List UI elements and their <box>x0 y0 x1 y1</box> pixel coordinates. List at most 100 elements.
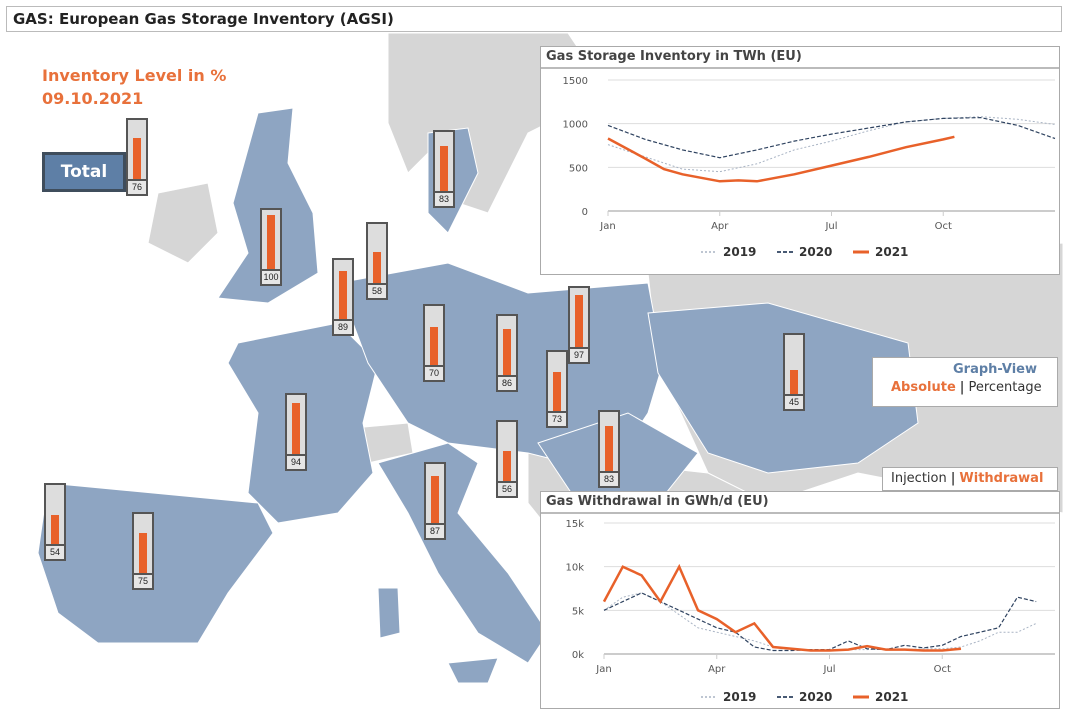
graph-view-switch: Graph-View Absolute | Percentage <box>872 357 1058 407</box>
inventory-chart-panel: Gas Storage Inventory in TWh (EU) 0 500 10… <box>540 46 1060 275</box>
uk-shape <box>217 107 319 304</box>
y-tick-label: 500 <box>569 163 588 174</box>
europe-map: Inventory Level in % 09.10.2021 Total 76… <box>8 32 1064 709</box>
legend-label-2019: 2019 <box>723 690 756 704</box>
iberia-shape <box>37 482 274 644</box>
gauge-ukraine[interactable]: 45 <box>783 333 805 411</box>
gauge-netherlands[interactable]: 58 <box>366 222 388 300</box>
injection-toggle[interactable]: Injection <box>891 471 947 486</box>
gauge-poland[interactable]: 97 <box>568 286 590 364</box>
gauge-portugal[interactable]: 54 <box>44 483 66 561</box>
gauge-fill <box>575 294 583 347</box>
ireland-shape <box>147 182 219 264</box>
gauge-track <box>267 215 275 269</box>
total-button[interactable]: Total <box>42 152 126 192</box>
y-tick-label: 0k <box>572 650 584 661</box>
x-tick-label: Jan <box>599 221 615 232</box>
series-line-2019 <box>607 116 1056 173</box>
y-tick-label: 1500 <box>563 76 588 87</box>
inventory-chart-title: Gas Storage Inventory in TWh (EU) <box>541 47 1059 69</box>
gauge-italy[interactable]: 87 <box>424 462 446 540</box>
gauge-total[interactable]: 76 <box>126 118 148 196</box>
y-tick-label: 5k <box>572 606 584 617</box>
withdrawal-chart: 0k 5k 10k 15k Jan Apr Jul Oct 2019 2020 2021 <box>565 519 1055 704</box>
gauge-value: 86 <box>496 375 518 392</box>
flow-switch: Injection | Withdrawal <box>882 467 1058 491</box>
gauge-track <box>139 519 147 573</box>
gauge-value: 45 <box>783 394 805 411</box>
italy-shape <box>377 442 549 664</box>
gauge-fill <box>267 215 275 269</box>
gauge-value: 89 <box>332 319 354 336</box>
gauge-slovakia[interactable]: 73 <box>546 350 568 428</box>
gauge-fill <box>339 270 347 319</box>
title-bar: GAS: European Gas Storage Inventory (AGS… <box>6 6 1062 32</box>
gauge-fill <box>373 251 381 283</box>
page-title: GAS: European Gas Storage Inventory (AGS… <box>13 10 394 28</box>
withdrawal-chart-panel: Gas Withdrawal in GWh/d (EU) 0k 5k 10k 15k J… <box>540 491 1060 709</box>
gauge-czechia[interactable]: 86 <box>496 314 518 392</box>
legend-label-2020: 2020 <box>799 245 832 259</box>
x-tick-label: Apr <box>711 221 729 232</box>
gauge-value: 56 <box>496 481 518 498</box>
withdrawal-toggle[interactable]: Withdrawal <box>959 471 1044 486</box>
x-tick-label: Jan <box>595 664 611 675</box>
gauge-track <box>553 357 561 411</box>
gauge-hungary-romania[interactable]: 83 <box>598 410 620 488</box>
gauge-germany[interactable]: 70 <box>423 304 445 382</box>
gauge-track <box>339 265 347 319</box>
gauge-value: 83 <box>433 191 455 208</box>
gauge-track <box>605 417 613 471</box>
legend-label-2021: 2021 <box>875 690 908 704</box>
series-line-2021 <box>607 135 955 183</box>
gauge-uk[interactable]: 100 <box>260 208 282 286</box>
series-line-2021 <box>602 563 962 652</box>
map-shapes <box>37 32 1064 684</box>
gauge-value: 70 <box>423 365 445 382</box>
x-tick-label: Oct <box>935 221 952 232</box>
x-tick-label: Jul <box>822 664 835 675</box>
gauge-france[interactable]: 94 <box>285 393 307 471</box>
gauge-denmark[interactable]: 83 <box>433 130 455 208</box>
gauge-value: 100 <box>260 269 282 286</box>
separator: | <box>950 471 956 486</box>
gauge-spain[interactable]: 75 <box>132 512 154 590</box>
gauge-track <box>430 311 438 365</box>
x-tick-label: Apr <box>708 664 726 675</box>
gauge-value: 97 <box>568 347 590 364</box>
gauge-fill <box>503 328 511 375</box>
y-tick-label: 15k <box>565 519 584 530</box>
graph-view-label: Graph-View <box>953 362 1037 377</box>
gauge-fill <box>133 137 141 179</box>
series-line-2020 <box>607 116 1056 159</box>
inventory-heading: Inventory Level in % <box>42 66 227 85</box>
gauge-value: 83 <box>598 471 620 488</box>
gauge-value: 87 <box>424 523 446 540</box>
gauge-track <box>503 321 511 375</box>
legend-label-2019: 2019 <box>723 245 756 259</box>
date-label: 09.10.2021 <box>42 89 144 108</box>
percentage-toggle[interactable]: Percentage <box>968 380 1042 395</box>
y-tick-label: 10k <box>565 563 584 574</box>
gauge-value: 94 <box>285 454 307 471</box>
gauge-belgium[interactable]: 89 <box>332 258 354 336</box>
absolute-toggle[interactable]: Absolute <box>891 380 956 395</box>
gauge-croatia[interactable]: 56 <box>496 420 518 498</box>
gauge-track <box>373 229 381 283</box>
legend-label-2020: 2020 <box>799 690 832 704</box>
gauge-fill <box>51 514 59 544</box>
gauge-track <box>292 400 300 454</box>
y-tick-label: 0 <box>582 207 588 218</box>
series-line-2019 <box>603 592 1037 651</box>
gauge-fill <box>503 450 511 481</box>
gauge-track <box>440 137 448 191</box>
series-line-2020 <box>603 592 1037 652</box>
gauge-fill <box>440 146 448 191</box>
gauge-fill <box>790 369 798 394</box>
gauge-fill <box>430 327 438 365</box>
gauge-track <box>133 125 141 179</box>
gauge-track <box>51 490 59 544</box>
gauge-track <box>431 469 439 523</box>
gauge-value: 76 <box>126 179 148 196</box>
